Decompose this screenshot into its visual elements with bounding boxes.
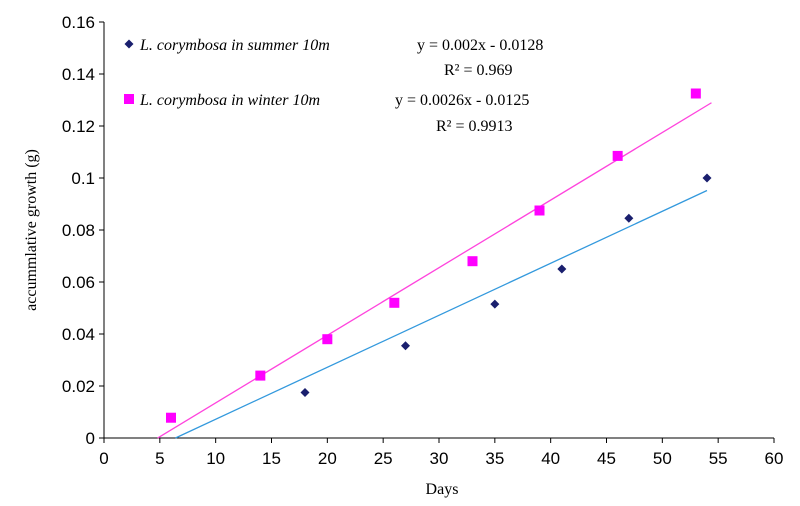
data-point-square bbox=[166, 412, 176, 423]
data-points bbox=[166, 88, 712, 423]
data-point-diamond bbox=[490, 299, 500, 309]
y-tick-label: 0.16 bbox=[62, 13, 95, 32]
x-tick-label: 30 bbox=[430, 449, 449, 468]
trendline-series-1 bbox=[175, 189, 708, 439]
legend: L. corymbosa in summer 10m y = 0.002x - 0… bbox=[124, 37, 543, 135]
data-point-diamond bbox=[624, 213, 634, 223]
data-point-square bbox=[534, 205, 545, 216]
data-point-square bbox=[322, 334, 333, 345]
data-point-square bbox=[467, 256, 478, 267]
x-tick-label: 35 bbox=[485, 449, 504, 468]
data-point-diamond bbox=[702, 173, 712, 183]
x-tick-label: 10 bbox=[206, 449, 225, 468]
x-axis-title: Days bbox=[426, 481, 459, 498]
data-point-square bbox=[690, 88, 701, 99]
x-tick-label: 20 bbox=[318, 449, 337, 468]
y-tick-label: 0.06 bbox=[62, 273, 95, 292]
legend-marker-square bbox=[124, 94, 134, 104]
legend-marker-diamond bbox=[124, 39, 134, 49]
trendline-series-2 bbox=[157, 102, 712, 439]
x-tick-label: 45 bbox=[597, 449, 616, 468]
y-axis-title: accummlative growth (g) bbox=[23, 149, 40, 311]
data-point-diamond bbox=[401, 341, 410, 351]
r2-series-2: R² = 0.9913 bbox=[436, 118, 513, 135]
y-tick-label: 0.14 bbox=[62, 65, 95, 84]
x-tick-label: 55 bbox=[709, 449, 728, 468]
x-tick-label: 60 bbox=[765, 449, 784, 468]
data-point-square bbox=[255, 370, 266, 381]
equation-series-1: y = 0.002x - 0.0128 bbox=[417, 37, 543, 54]
legend-label-series-1: L. corymbosa in summer 10m bbox=[139, 37, 330, 54]
tick-labels: 0 0.02 0.04 0.06 0.08 0.1 0.12 0.14 0.16 0 5 10 15 20… bbox=[62, 13, 784, 468]
x-tick-label: 25 bbox=[374, 449, 393, 468]
x-tick-label: 0 bbox=[99, 449, 108, 468]
y-tick-label: 0.02 bbox=[62, 377, 95, 396]
trendlines bbox=[157, 102, 712, 439]
y-tick-label: 0.1 bbox=[71, 169, 95, 188]
y-tick-label: 0.04 bbox=[62, 325, 95, 344]
data-point-diamond bbox=[300, 388, 310, 397]
data-point-diamond bbox=[557, 264, 567, 274]
y-tick-label: 0.08 bbox=[62, 221, 95, 240]
x-tick-label: 15 bbox=[262, 449, 281, 468]
legend-label-series-2: L. corymbosa in winter 10m bbox=[139, 92, 320, 109]
r2-series-1: R² = 0.969 bbox=[444, 62, 513, 79]
x-tick-label: 50 bbox=[653, 449, 672, 468]
y-tick-label: 0.12 bbox=[62, 117, 95, 136]
y-tick-label: 0 bbox=[86, 429, 95, 448]
x-tick-label: 40 bbox=[541, 449, 560, 468]
x-tick-label: 5 bbox=[155, 449, 164, 468]
data-point-square bbox=[389, 297, 400, 308]
axes bbox=[99, 21, 775, 443]
equation-series-2: y = 0.0026x - 0.0125 bbox=[395, 92, 529, 109]
data-point-square bbox=[612, 150, 623, 161]
